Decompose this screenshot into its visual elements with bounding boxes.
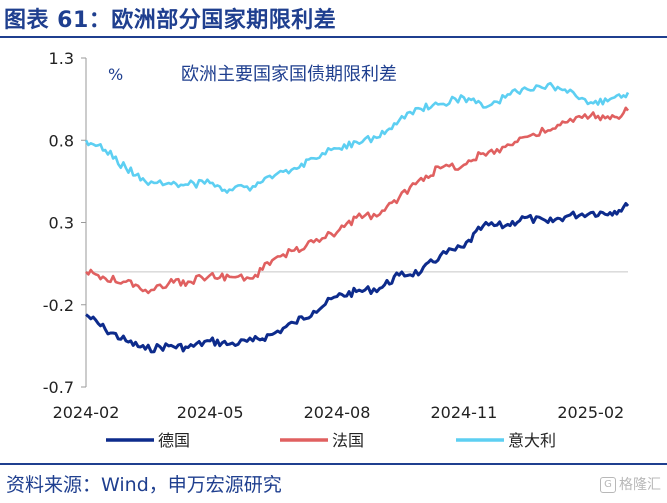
title-rule <box>0 36 667 38</box>
series-layer <box>84 81 630 354</box>
watermark-logo-icon: G <box>600 477 616 493</box>
x-tick-label: 2024-02 <box>53 403 120 422</box>
series-line-2 <box>84 81 630 194</box>
y-tick-label: 0.3 <box>49 214 74 233</box>
legend-label-1: 法国 <box>332 431 364 450</box>
x-tick-label: 2024-08 <box>304 403 371 422</box>
watermark: G 格隆汇 <box>600 474 661 494</box>
y-tick-label: -0.7 <box>43 378 74 397</box>
x-tick-label: 2025-02 <box>557 403 624 422</box>
legend-label-2: 意大利 <box>508 431 556 450</box>
series-line-0 <box>85 202 630 354</box>
y-tick-label: -0.2 <box>43 296 74 315</box>
footer-rule <box>0 463 667 465</box>
legend-label-0: 德国 <box>158 431 190 450</box>
axis-layer: 1.3 0.8 0.3 -0.2 -0.7 2024-02 2024-05 2024-08 20… <box>43 49 624 422</box>
chart-title: 欧洲主要国家国债期限利差 <box>181 64 397 85</box>
y-tick-label: 1.3 <box>49 49 74 68</box>
source-note: 资料来源：Wind，申万宏源研究 <box>6 474 282 496</box>
legend: 德国 法国 意大利 <box>106 431 556 450</box>
x-tick-label: 2024-11 <box>430 403 497 422</box>
x-tick-label: 2024-05 <box>177 403 244 422</box>
watermark-text: 格隆汇 <box>619 477 661 493</box>
y-tick-label: 0.8 <box>49 131 74 150</box>
y-unit-label: % <box>108 65 123 84</box>
figure-title: 图表 61：欧洲部分国家期限利差 <box>4 8 337 33</box>
line-chart: 1.3 0.8 0.3 -0.2 -0.7 2024-02 2024-05 2024-08 20… <box>43 49 630 450</box>
series-line-1 <box>85 106 630 295</box>
